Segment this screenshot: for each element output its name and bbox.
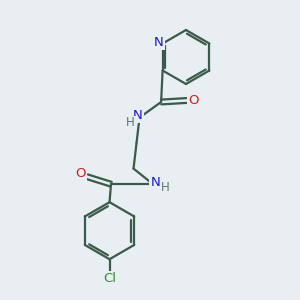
Text: O: O [75,167,86,180]
Text: Cl: Cl [103,272,116,285]
Text: H: H [161,181,170,194]
Text: H: H [126,116,135,130]
Text: N: N [154,35,164,49]
Text: N: N [151,176,160,189]
Text: O: O [188,94,199,107]
Text: N: N [133,109,143,122]
